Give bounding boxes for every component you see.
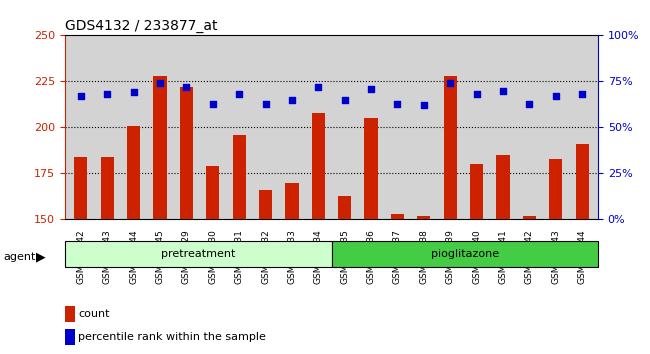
Point [234,91,244,97]
Point [261,101,271,106]
Point [445,80,456,86]
Point [524,101,534,106]
Point [339,97,350,103]
FancyBboxPatch shape [65,241,332,267]
Point [102,91,112,97]
Point [313,84,324,90]
Bar [65,329,75,345]
Point [287,97,297,103]
Bar [365,118,378,219]
Text: pioglitazone: pioglitazone [431,249,499,259]
Point [498,88,508,93]
Point [129,90,139,95]
Point [207,101,218,106]
Bar [259,190,272,219]
Bar [444,76,457,219]
Bar [312,113,325,219]
Point [551,93,561,99]
Bar [127,126,140,219]
Point [392,101,402,106]
Text: percentile rank within the sample: percentile rank within the sample [79,332,266,342]
Point [471,91,482,97]
Text: ▶: ▶ [36,250,46,263]
Bar [180,87,193,219]
Bar [285,183,298,219]
Bar [470,164,483,219]
Bar [497,155,510,219]
Bar [575,144,589,219]
Bar [233,135,246,219]
FancyBboxPatch shape [332,241,598,267]
Bar [153,76,166,219]
Bar [549,159,562,219]
Text: GDS4132 / 233877_at: GDS4132 / 233877_at [65,19,218,33]
Point [419,103,429,108]
Point [155,80,165,86]
Bar [65,306,75,321]
Text: pretreatment: pretreatment [161,249,235,259]
Bar [101,157,114,219]
Bar [338,195,351,219]
Point [366,86,376,92]
Text: count: count [79,309,110,319]
Bar [206,166,219,219]
Point [577,91,588,97]
Bar [523,216,536,219]
Bar [417,216,430,219]
Point [181,84,192,90]
Text: agent: agent [3,252,36,262]
Bar [74,157,88,219]
Point [75,93,86,99]
Bar [391,214,404,219]
